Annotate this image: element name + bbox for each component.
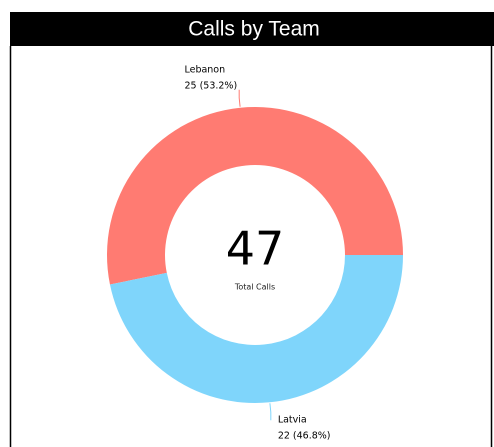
donut-slice [109, 255, 403, 404]
donut-slice [107, 107, 404, 285]
chart-title: Calls by Team [188, 18, 320, 41]
slice-value-label: 22 (46.8%) [278, 431, 331, 442]
leader-line [269, 403, 272, 421]
title-bar [10, 12, 494, 46]
center-value: 47 [226, 222, 285, 276]
slice-label: Latvia [278, 415, 307, 426]
slice-label: Lebanon [184, 64, 225, 75]
center-label: Total Calls [234, 283, 275, 292]
leader-line [238, 89, 241, 107]
slice-value-label: 25 (53.2%) [184, 80, 237, 91]
